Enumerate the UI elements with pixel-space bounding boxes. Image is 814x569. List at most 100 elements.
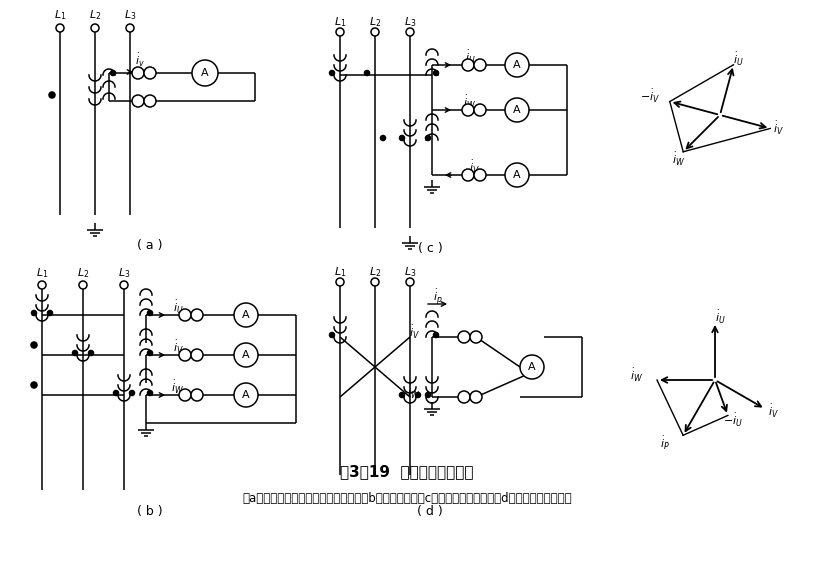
Text: $\dot{i}_U$: $\dot{i}_U$ — [465, 48, 475, 65]
Circle shape — [426, 135, 431, 141]
Circle shape — [32, 311, 37, 315]
Text: ( b ): ( b ) — [138, 505, 163, 518]
Text: A: A — [243, 390, 250, 400]
Text: $L_2$: $L_2$ — [77, 266, 90, 280]
Text: $\dot{i}_p$: $\dot{i}_p$ — [433, 287, 443, 307]
Circle shape — [129, 390, 134, 395]
Text: $L_1$: $L_1$ — [54, 8, 66, 22]
Circle shape — [147, 390, 152, 395]
Circle shape — [371, 28, 379, 36]
Circle shape — [144, 67, 156, 79]
Circle shape — [31, 342, 37, 348]
Circle shape — [505, 53, 529, 77]
Text: $L_3$: $L_3$ — [118, 266, 130, 280]
Circle shape — [470, 331, 482, 343]
Circle shape — [458, 331, 470, 343]
Circle shape — [406, 278, 414, 286]
Circle shape — [234, 343, 258, 367]
Circle shape — [434, 332, 439, 337]
Circle shape — [365, 71, 370, 76]
Circle shape — [147, 351, 152, 356]
Text: A: A — [201, 68, 209, 78]
Circle shape — [426, 393, 431, 398]
Text: ( c ): ( c ) — [418, 241, 442, 254]
Circle shape — [91, 24, 99, 32]
Text: A: A — [513, 105, 521, 115]
Text: $\dot{i}_W$: $\dot{i}_W$ — [672, 151, 685, 168]
Circle shape — [191, 389, 203, 401]
Text: A: A — [528, 362, 536, 372]
Circle shape — [434, 71, 439, 76]
Circle shape — [520, 355, 544, 379]
Circle shape — [505, 163, 529, 187]
Circle shape — [330, 332, 335, 337]
Text: $\dot{i}_v$: $\dot{i}_v$ — [135, 51, 145, 68]
Circle shape — [179, 389, 191, 401]
Circle shape — [234, 383, 258, 407]
Text: $\dot{i}_U$: $\dot{i}_U$ — [733, 51, 744, 68]
Circle shape — [191, 309, 203, 321]
Text: （a）一只电流互感器接一只电流表；（b）星形接线；（c）不完全星形接线；（d）两相电流差接线。: （a）一只电流互感器接一只电流表；（b）星形接线；（c）不完全星形接线；（d）两… — [243, 492, 571, 505]
Text: $\dot{i}_P$: $\dot{i}_P$ — [660, 435, 670, 452]
Text: A: A — [513, 60, 521, 70]
Circle shape — [458, 391, 470, 403]
Circle shape — [132, 95, 144, 107]
Text: $L_2$: $L_2$ — [369, 15, 381, 29]
Text: $\dot{i}_W$: $\dot{i}_W$ — [172, 378, 185, 395]
Circle shape — [144, 95, 156, 107]
Circle shape — [462, 59, 474, 71]
Text: $L_1$: $L_1$ — [334, 15, 346, 29]
Circle shape — [56, 24, 64, 32]
Text: $\dot{i}_U$: $\dot{i}_U$ — [715, 308, 725, 325]
Circle shape — [505, 98, 529, 122]
Circle shape — [132, 67, 144, 79]
Text: A: A — [243, 350, 250, 360]
Circle shape — [474, 104, 486, 116]
Circle shape — [89, 351, 94, 356]
Text: $L_3$: $L_3$ — [404, 265, 416, 279]
Circle shape — [474, 59, 486, 71]
Circle shape — [47, 311, 52, 315]
Circle shape — [336, 278, 344, 286]
Circle shape — [400, 393, 405, 398]
Circle shape — [415, 393, 421, 398]
Text: $L_3$: $L_3$ — [404, 15, 416, 29]
Circle shape — [371, 278, 379, 286]
Circle shape — [31, 382, 37, 388]
Circle shape — [474, 169, 486, 181]
Text: $\dot{i}_V$: $\dot{i}_V$ — [173, 339, 183, 356]
Text: $\dot{i}_V$: $\dot{i}_V$ — [768, 402, 779, 419]
Circle shape — [406, 28, 414, 36]
Circle shape — [120, 281, 128, 289]
Circle shape — [191, 349, 203, 361]
Circle shape — [462, 104, 474, 116]
Text: $L_2$: $L_2$ — [89, 8, 101, 22]
Circle shape — [49, 92, 55, 98]
Circle shape — [179, 309, 191, 321]
Circle shape — [38, 281, 46, 289]
Text: $-\dot{i}_V$: $-\dot{i}_V$ — [640, 88, 660, 105]
Circle shape — [79, 281, 87, 289]
Text: ( d ): ( d ) — [417, 505, 443, 518]
Text: A: A — [243, 310, 250, 320]
Circle shape — [111, 71, 116, 76]
Text: $-\dot{i}_U$: $-\dot{i}_U$ — [723, 412, 743, 429]
Text: 图3－19  电流互感器的接线: 图3－19 电流互感器的接线 — [340, 464, 474, 480]
Circle shape — [330, 71, 335, 76]
Text: $\dot{i}_V$: $\dot{i}_V$ — [772, 120, 784, 137]
Text: $L_2$: $L_2$ — [369, 265, 381, 279]
Circle shape — [179, 349, 191, 361]
Circle shape — [147, 311, 152, 315]
Circle shape — [336, 28, 344, 36]
Circle shape — [380, 135, 386, 141]
Text: $\dot{i}_U$: $\dot{i}_U$ — [173, 299, 183, 316]
Circle shape — [113, 390, 119, 395]
Text: $L_3$: $L_3$ — [124, 8, 136, 22]
Text: $\dot{i}_W$: $\dot{i}_W$ — [463, 93, 476, 110]
Circle shape — [462, 169, 474, 181]
Text: $\dot{i}_V$: $\dot{i}_V$ — [409, 323, 419, 341]
Text: $L_1$: $L_1$ — [36, 266, 48, 280]
Circle shape — [192, 60, 218, 86]
Text: $L_1$: $L_1$ — [334, 265, 346, 279]
Circle shape — [470, 391, 482, 403]
